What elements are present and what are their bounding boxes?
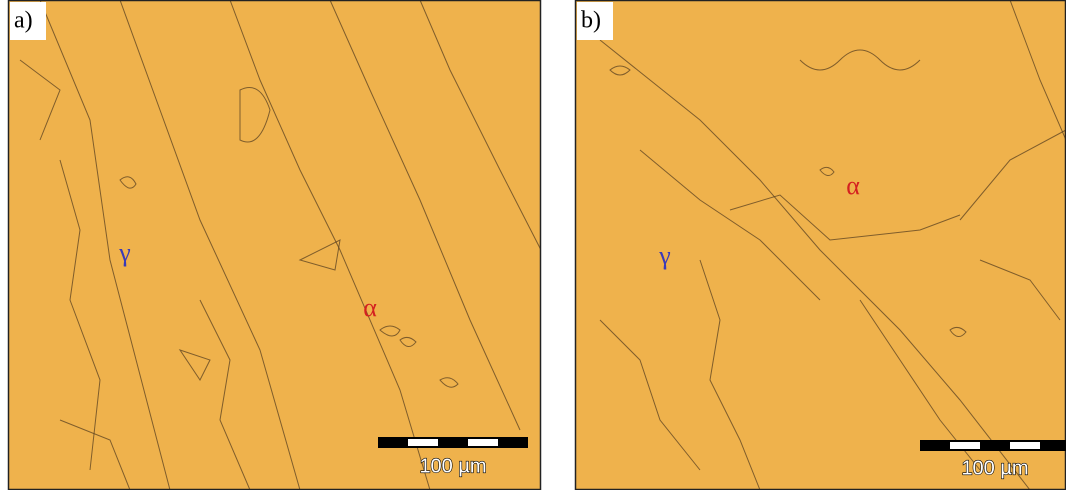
scale-bar (378, 437, 528, 448)
panel-label: a) (14, 8, 33, 34)
scale-bar (920, 440, 1066, 451)
phase-label: γ (118, 238, 131, 267)
phase-label: γ (658, 241, 671, 270)
scale-bar-label: 100 µm (961, 457, 1028, 479)
panel-label: b) (581, 8, 601, 34)
scale-bar-label: 100 µm (419, 455, 486, 477)
page: a) γ α 100 µm b) γ (0, 0, 1066, 490)
micrograph (575, 0, 1066, 490)
phase-label: α (363, 293, 377, 322)
panel-a: a) γ α 100 µm (8, 0, 541, 490)
panel-b: b) γ α 100 µm (575, 0, 1066, 490)
micrograph (8, 0, 541, 490)
figure: a) γ α 100 µm b) γ (0, 0, 1066, 490)
phase-label: α (846, 171, 860, 200)
